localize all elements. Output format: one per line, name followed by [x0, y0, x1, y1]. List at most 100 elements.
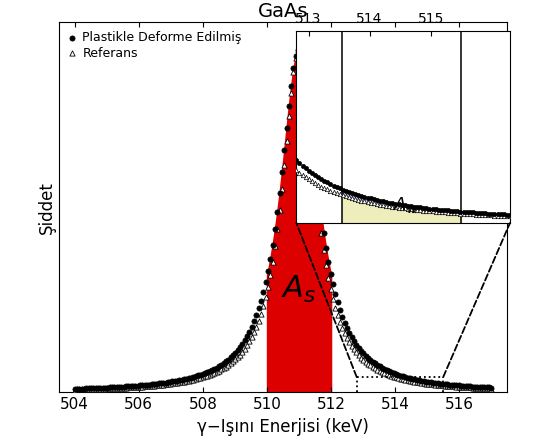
- Referans: [336, 318, 344, 326]
- Referans: [417, 379, 426, 386]
- Plastikle Deforme Edilmiş: [312, 173, 321, 181]
- Referans: [287, 89, 295, 96]
- Point: [320, 185, 328, 192]
- Plastikle Deforme Edilmiş: [242, 333, 251, 340]
- Point: [419, 204, 428, 211]
- Referans: [189, 376, 198, 383]
- Referans: [180, 378, 189, 385]
- Plastikle Deforme Edilmiş: [70, 385, 79, 392]
- Point: [329, 182, 338, 189]
- Plastikle Deforme Edilmiş: [445, 381, 454, 388]
- Plastikle Deforme Edilmiş: [452, 382, 461, 389]
- Plastikle Deforme Edilmiş: [235, 343, 244, 351]
- Plastikle Deforme Edilmiş: [438, 380, 446, 388]
- Point: [435, 208, 443, 215]
- Referans: [168, 380, 177, 387]
- Plastikle Deforme Edilmiş: [229, 351, 237, 359]
- Plastikle Deforme Edilmiş: [315, 194, 324, 201]
- Plastikle Deforme Edilmiş: [299, 55, 307, 62]
- Point: [397, 204, 406, 211]
- Plastikle Deforme Edilmiş: [177, 376, 186, 383]
- Plastikle Deforme Edilmiş: [245, 328, 254, 335]
- Referans: [396, 375, 405, 382]
- Referans: [450, 383, 458, 390]
- Referans: [355, 351, 363, 359]
- Referans: [461, 384, 470, 391]
- Point: [394, 204, 403, 211]
- Point: [441, 206, 449, 214]
- Plastikle Deforme Edilmiş: [257, 297, 265, 304]
- Point: [385, 202, 394, 210]
- Point: [329, 189, 338, 196]
- Plastikle Deforme Edilmiş: [217, 361, 226, 368]
- Referans: [161, 381, 170, 388]
- Point: [490, 212, 499, 219]
- Referans: [384, 372, 393, 379]
- Referans: [170, 380, 179, 387]
- Point: [339, 186, 347, 193]
- Referans: [447, 383, 456, 390]
- Plastikle Deforme Edilmiş: [331, 290, 340, 297]
- Referans: [127, 384, 135, 391]
- Referans: [280, 162, 288, 169]
- Point: [363, 194, 372, 201]
- Point: [425, 205, 434, 212]
- Referans: [273, 226, 281, 233]
- Referans: [152, 382, 161, 389]
- Plastikle Deforme Edilmiş: [238, 340, 247, 347]
- Point: [506, 211, 514, 218]
- Referans: [422, 380, 430, 387]
- Plastikle Deforme Edilmiş: [210, 365, 218, 372]
- Referans: [326, 285, 335, 293]
- Plastikle Deforme Edilmiş: [401, 373, 410, 380]
- Referans: [229, 358, 237, 365]
- Referans: [129, 384, 137, 391]
- Point: [311, 172, 319, 179]
- Plastikle Deforme Edilmiş: [77, 385, 86, 392]
- Referans: [266, 271, 274, 278]
- Plastikle Deforme Edilmiş: [127, 383, 135, 390]
- Point: [357, 192, 366, 199]
- Plastikle Deforme Edilmiş: [261, 279, 270, 286]
- Referans: [312, 190, 321, 197]
- Plastikle Deforme Edilmiş: [163, 379, 172, 386]
- Point: [382, 198, 390, 206]
- Referans: [424, 380, 433, 388]
- Plastikle Deforme Edilmiş: [329, 281, 337, 288]
- Point: [348, 194, 356, 202]
- Point: [413, 206, 421, 214]
- Referans: [238, 348, 247, 355]
- Referans: [317, 230, 326, 237]
- Point: [472, 209, 480, 216]
- Referans: [117, 384, 125, 392]
- Plastikle Deforme Edilmiş: [278, 169, 286, 176]
- Plastikle Deforme Edilmiş: [122, 383, 130, 390]
- Point: [459, 208, 468, 215]
- Plastikle Deforme Edilmiş: [168, 378, 177, 385]
- Plastikle Deforme Edilmiş: [468, 383, 477, 390]
- Plastikle Deforme Edilmiş: [134, 382, 142, 389]
- Referans: [120, 384, 128, 391]
- Point: [410, 206, 418, 213]
- Referans: [233, 354, 242, 361]
- Referans: [415, 379, 423, 386]
- Referans: [112, 384, 121, 392]
- Point: [308, 169, 316, 177]
- Referans: [359, 356, 367, 363]
- Plastikle Deforme Edilmiş: [303, 87, 312, 94]
- Plastikle Deforme Edilmiş: [375, 363, 384, 370]
- Point: [499, 211, 508, 218]
- Plastikle Deforme Edilmiş: [98, 384, 107, 392]
- Point: [400, 205, 409, 212]
- Point: [335, 191, 344, 198]
- Referans: [250, 329, 258, 336]
- Referans: [340, 330, 349, 337]
- Plastikle Deforme Edilmiş: [317, 212, 326, 219]
- Referans: [464, 384, 472, 391]
- Plastikle Deforme Edilmiş: [203, 368, 211, 376]
- Point: [493, 211, 502, 218]
- Referans: [110, 384, 119, 392]
- Referans: [413, 379, 421, 386]
- Plastikle Deforme Edilmiş: [362, 352, 370, 359]
- Referans: [315, 211, 324, 218]
